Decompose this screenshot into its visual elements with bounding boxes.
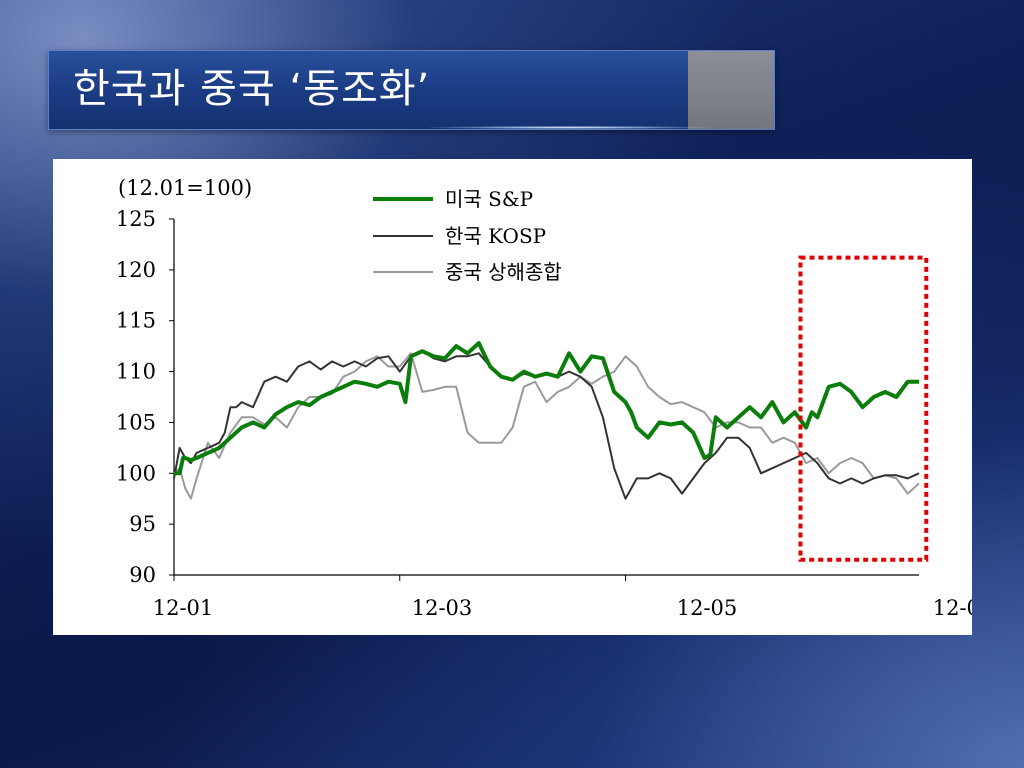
y-tick-label: 90 [129,563,156,587]
y-tick-label: 125 [116,207,156,231]
x-tick-label: 12-03 [412,596,473,620]
x-ticks: 12-01 12-03 12-05 12-07 [153,575,972,620]
y-tick-label: 100 [116,461,156,485]
legend-label: 중국 상해종합 [445,260,562,284]
title-glow [429,126,709,129]
y-ticks: 90 95 100 105 110 115 120 125 [116,207,174,587]
chart-panel: (12.01=100) 90 95 100 105 110 115 120 125 12-01… [53,159,972,635]
legend-label: 미국 S&P [445,187,533,211]
chart-axes [173,219,919,576]
title-accent-block [688,51,774,129]
legend-label: 한국 KOSP [445,224,546,248]
line-chart: (12.01=100) 90 95 100 105 110 115 120 125 12-01… [116,176,972,620]
x-tick-label: 12-07 [933,596,972,620]
series-line-2 [173,352,920,500]
x-tick-label: 12-01 [153,596,214,620]
y-tick-label: 120 [116,258,156,282]
series-lines [173,341,920,500]
chart-legend: 미국 S&P 한국 KOSP 중국 상해종합 [373,187,562,284]
highlight-box [798,255,929,562]
slide-title: 한국과 중국 ‘동조화’ [73,66,431,112]
unit-note: (12.01=100) [118,176,252,200]
highlight-box-layer [798,255,929,562]
y-tick-label: 105 [116,410,156,434]
y-tick-label: 110 [116,360,156,384]
series-line-0 [174,341,919,476]
title-bar: 한국과 중국 ‘동조화’ [48,50,775,130]
x-tick-label: 12-05 [677,596,738,620]
y-tick-label: 115 [116,309,156,333]
y-tick-label: 95 [129,512,156,536]
